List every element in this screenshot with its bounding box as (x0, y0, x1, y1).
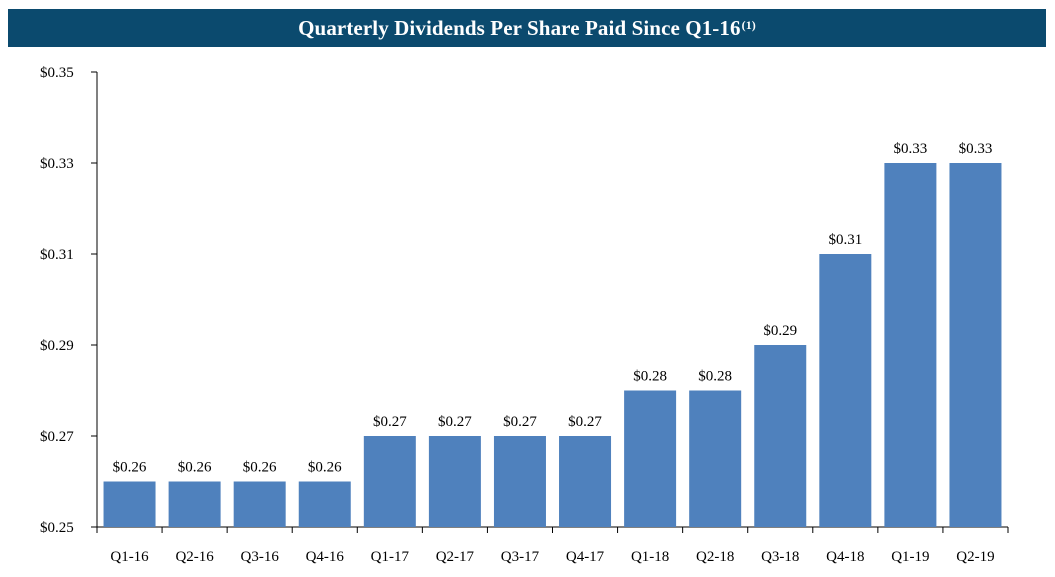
x-tick-label: Q2-17 (436, 549, 475, 565)
chart-title: Quarterly Dividends Per Share Paid Since… (298, 15, 741, 40)
x-tick-label: Q1-16 (110, 549, 149, 565)
data-label: $0.27 (568, 414, 602, 430)
bar (428, 436, 481, 527)
bar (689, 390, 742, 527)
bar (754, 345, 807, 527)
data-label: $0.27 (438, 414, 472, 430)
bar (103, 481, 156, 527)
data-label: $0.33 (894, 141, 928, 157)
x-tick-label: Q2-16 (175, 549, 214, 565)
data-label: $0.26 (243, 460, 277, 476)
x-tick-label: Q3-16 (241, 549, 280, 565)
data-label: $0.26 (113, 460, 147, 476)
x-tick-label: Q3-18 (761, 549, 799, 565)
chart-title-banner: Quarterly Dividends Per Share Paid Since… (8, 9, 1046, 47)
bar (233, 481, 286, 527)
bar (819, 254, 872, 527)
x-tick-label: Q1-19 (891, 549, 929, 565)
x-tick-label: Q1-17 (371, 549, 410, 565)
y-tick-label: $0.35 (40, 65, 74, 81)
bar (884, 163, 937, 527)
y-tick-label: $0.25 (40, 520, 74, 536)
data-label: $0.28 (698, 369, 732, 385)
x-tick-label: Q4-18 (826, 549, 864, 565)
bar (949, 163, 1002, 527)
data-label: $0.33 (959, 141, 993, 157)
y-tick-label: $0.27 (40, 429, 74, 445)
y-tick-label: $0.33 (40, 156, 74, 172)
bar (624, 390, 677, 527)
y-tick-label: $0.29 (40, 338, 74, 354)
chart-title-footnote: (1) (741, 17, 756, 32)
x-tick-label: Q1-18 (631, 549, 669, 565)
data-label: $0.26 (308, 460, 342, 476)
data-label: $0.27 (503, 414, 537, 430)
bar (168, 481, 221, 527)
bar (493, 436, 546, 527)
y-tick-label: $0.31 (40, 247, 74, 263)
bar (298, 481, 351, 527)
x-tick-label: Q4-17 (566, 549, 605, 565)
data-label: $0.29 (763, 323, 797, 339)
x-tick-label: Q2-19 (956, 549, 994, 565)
x-tick-label: Q2-18 (696, 549, 734, 565)
bar (559, 436, 612, 527)
x-tick-label: Q3-17 (501, 549, 540, 565)
data-label: $0.27 (373, 414, 407, 430)
data-label: $0.28 (633, 369, 667, 385)
x-tick-label: Q4-16 (306, 549, 345, 565)
data-label: $0.26 (178, 460, 212, 476)
data-label: $0.31 (828, 232, 862, 248)
bar (363, 436, 416, 527)
